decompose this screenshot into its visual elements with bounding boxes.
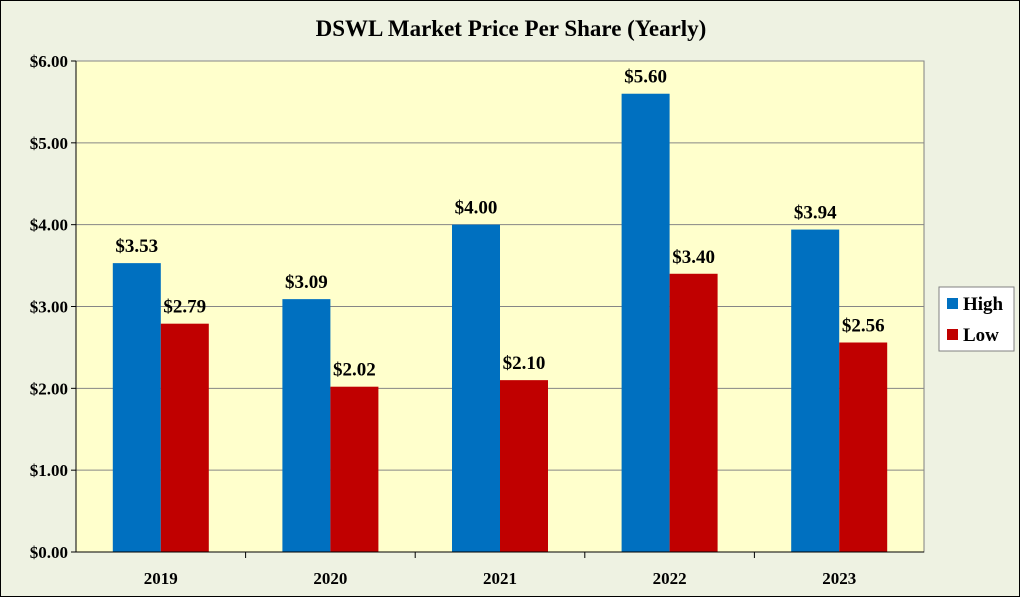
data-label-low-2021: $2.10 (503, 353, 546, 374)
bar-low-2021 (500, 380, 548, 552)
x-tick-label: 2020 (313, 569, 347, 588)
bar-low-2020 (330, 386, 379, 552)
data-label-high-2020: $3.09 (285, 272, 328, 293)
bar-low-2019 (160, 323, 209, 552)
data-label-low-2023: $2.56 (842, 316, 885, 337)
chart-title: DSWL Market Price Per Share (Yearly) (316, 16, 707, 41)
legend-label-high: High (963, 294, 1004, 315)
bar-high-2022 (621, 93, 670, 552)
y-tick-label: $4.00 (30, 216, 68, 235)
y-axis: $0.00 $1.00 $2.00 $3.00 $4.00 $5.00 $6.00 (30, 52, 77, 562)
data-label-low-2022: $3.40 (672, 247, 715, 268)
data-label-high-2022: $5.60 (624, 67, 667, 88)
bar-low-2023 (839, 342, 888, 552)
bars (112, 93, 888, 552)
legend-label-low: Low (963, 325, 999, 346)
legend-swatch-high (947, 298, 958, 309)
data-label-high-2021: $4.00 (455, 198, 498, 219)
data-label-high-2019: $3.53 (115, 236, 158, 257)
bar-high-2023 (791, 229, 840, 552)
legend: High Low (938, 286, 1015, 352)
x-tick-label: 2023 (822, 569, 856, 588)
bar-high-2020 (282, 299, 331, 552)
legend-box (938, 286, 1015, 352)
y-tick-label: $0.00 (30, 543, 68, 562)
bar-low-2022 (669, 273, 718, 552)
x-tick-label: 2019 (144, 569, 178, 588)
bar-high-2019 (112, 263, 161, 552)
data-label-low-2020: $2.02 (333, 360, 376, 381)
y-tick-label: $5.00 (30, 134, 68, 153)
x-tick-label: 2022 (653, 569, 687, 588)
x-tick-label: 2021 (483, 569, 517, 588)
data-label-high-2023: $3.94 (794, 203, 837, 224)
legend-swatch-low (947, 329, 958, 340)
data-label-low-2019: $2.79 (163, 297, 206, 318)
y-tick-label: $2.00 (30, 379, 68, 398)
y-tick-label: $1.00 (30, 461, 68, 480)
y-tick-label: $6.00 (30, 52, 68, 71)
x-axis: 2019 2020 2021 2022 2023 (76, 551, 924, 588)
data-labels: $3.53 $2.79 $3.09 $2.02 $4.00 $2.10 $5.60 $3.40… (115, 67, 884, 381)
y-tick-label: $3.00 (30, 298, 68, 317)
bar-high-2021 (452, 224, 500, 552)
